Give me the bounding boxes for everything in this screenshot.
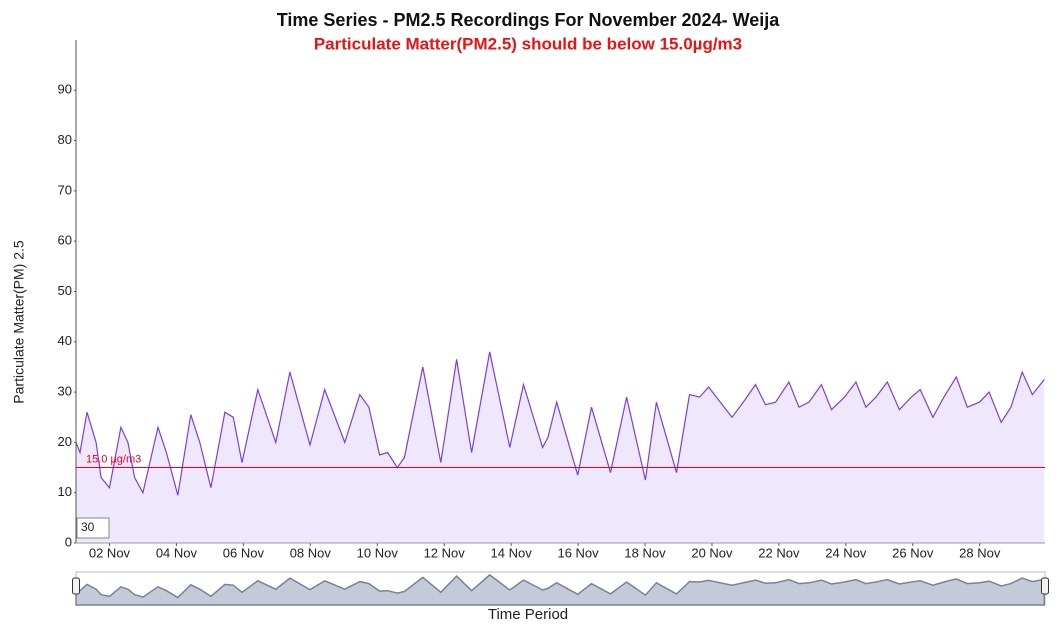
y-tick-label: 50 xyxy=(58,283,72,298)
chart-subtitle: Particulate Matter(PM2.5) should be belo… xyxy=(314,34,742,53)
y-tick-label: 80 xyxy=(58,132,72,147)
zoom-input[interactable]: 30 xyxy=(81,520,95,534)
x-tick-label: 12 Nov xyxy=(424,545,466,560)
threshold-label: 15.0 µg/m3 xyxy=(86,453,141,465)
x-axis-title: Time Period xyxy=(488,606,568,623)
y-tick-label: 60 xyxy=(58,233,72,248)
navigator-handle[interactable] xyxy=(72,577,80,595)
y-axis-title: Particulate Matter(PM) 2.5 xyxy=(11,240,27,404)
area-fill xyxy=(76,351,1045,543)
x-tick-label: 18 Nov xyxy=(624,545,666,560)
y-tick-label: 0 xyxy=(65,534,72,549)
x-tick-label: 14 Nov xyxy=(491,545,533,560)
y-tick-label: 90 xyxy=(58,82,72,97)
x-tick-label: 20 Nov xyxy=(691,545,733,560)
x-tick-label: 06 Nov xyxy=(223,545,265,560)
x-tick-label: 26 Nov xyxy=(892,545,934,560)
y-tick-label: 40 xyxy=(58,333,72,348)
zoom-input-box[interactable] xyxy=(76,517,110,539)
x-tick-label: 08 Nov xyxy=(290,545,332,560)
y-tick-label: 20 xyxy=(58,434,72,449)
navigator-area xyxy=(75,573,1046,606)
navigator-handle[interactable] xyxy=(1041,577,1049,595)
x-tick-label: 10 Nov xyxy=(357,545,399,560)
chart-title: Time Series - PM2.5 Recordings For Novem… xyxy=(277,10,781,30)
y-tick-label: 70 xyxy=(58,182,72,197)
x-tick-label: 28 Nov xyxy=(959,545,1001,560)
x-tick-label: 02 Nov xyxy=(89,545,131,560)
x-tick-label: 24 Nov xyxy=(825,545,867,560)
x-tick-label: 22 Nov xyxy=(758,545,800,560)
line xyxy=(75,351,1045,496)
x-tick-label: 04 Nov xyxy=(156,545,198,560)
y-tick-label: 30 xyxy=(58,384,72,399)
y-tick-label: 10 xyxy=(58,484,72,499)
x-tick-label: 16 Nov xyxy=(557,545,599,560)
